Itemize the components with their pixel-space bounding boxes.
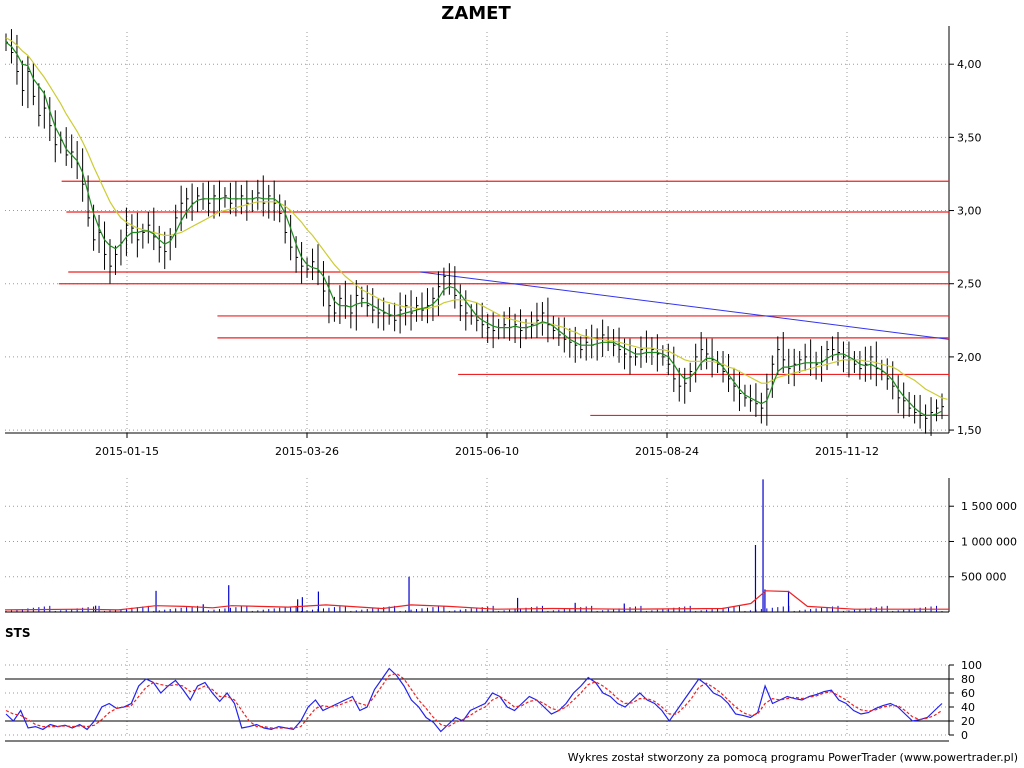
volume-ytick-label: 1 500 000 — [961, 500, 1017, 513]
sts-ytick-label: 80 — [961, 673, 975, 686]
sts-panel-label: STS — [5, 626, 30, 640]
sts-ytick-label: 0 — [961, 729, 968, 742]
volume-ytick-label: 500 000 — [961, 571, 1007, 584]
price-panel: 4,00 3,50 3,00 2,50 2,00 1,50 2015-01-15 2015-0… — [5, 26, 982, 458]
price-xtick-label: 2015-01-15 — [95, 445, 159, 458]
price-ytick-label: 3,50 — [957, 131, 982, 144]
slow-moving-average — [5, 37, 948, 400]
price-xtick-label: 2015-06-10 — [455, 445, 519, 458]
volume-ytick-label: 1 000 000 — [961, 535, 1017, 548]
sts-ytick-label: 40 — [961, 701, 975, 714]
price-ytick-label: 1,50 — [957, 424, 982, 437]
fast-moving-average — [5, 41, 943, 416]
sts-main-line — [5, 667, 943, 733]
chart-title: ZAMET — [441, 3, 511, 24]
sts-ytick-label: 20 — [961, 715, 975, 728]
price-xtick-label: 2015-03-26 — [275, 445, 339, 458]
price-ytick-label: 4,00 — [957, 58, 982, 71]
trend-line — [420, 271, 950, 340]
price-ytick-label: 2,00 — [957, 351, 982, 364]
sts-ytick-label: 60 — [961, 687, 975, 700]
sts-signal-line — [5, 672, 943, 729]
price-ytick-label: 3,00 — [957, 205, 982, 218]
volume-panel: 1 500 000 1 000 000 500 000 — [4, 478, 1017, 613]
volume-average-line — [4, 590, 949, 611]
price-xtick-label: 2015-11-12 — [815, 445, 879, 458]
price-xtick-label: 2015-08-24 — [635, 445, 699, 458]
sts-ytick-label: 100 — [961, 659, 982, 672]
price-ytick-label: 2,50 — [957, 278, 982, 291]
footer-credit: Wykres został stworzony za pomocą progra… — [568, 751, 1018, 764]
